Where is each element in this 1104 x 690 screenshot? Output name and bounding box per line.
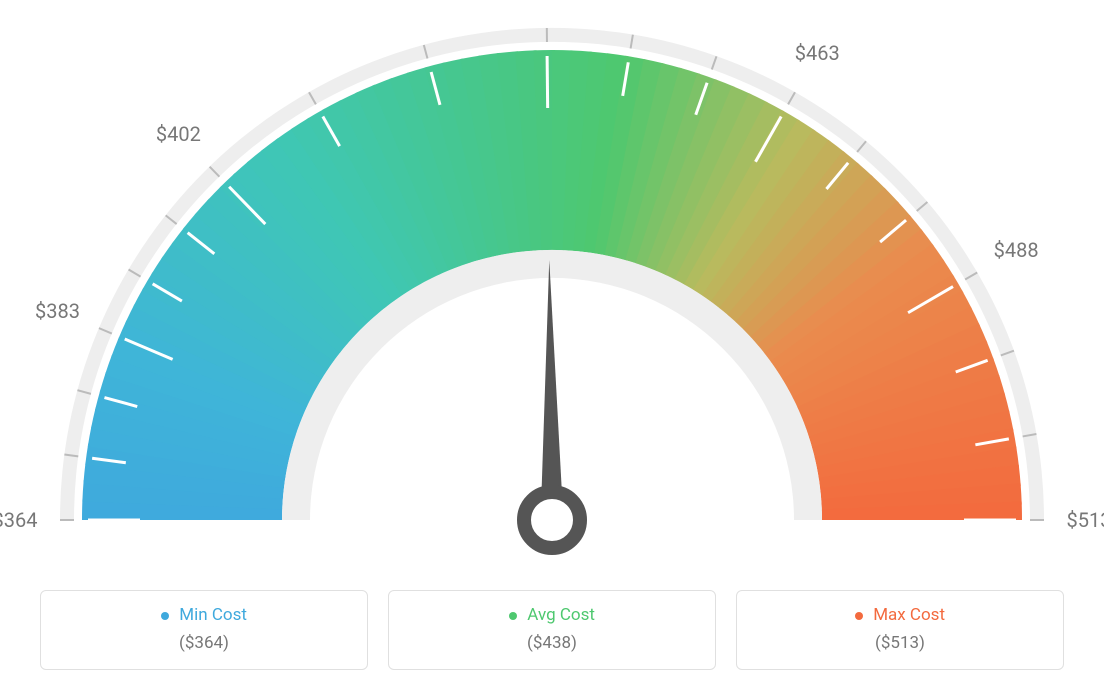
gauge-tick-label: $463 — [795, 41, 840, 65]
gauge-tick-label: $383 — [35, 299, 80, 323]
legend-value-avg: ($438) — [389, 633, 715, 653]
legend-card-min: Min Cost ($364) — [40, 590, 368, 670]
legend-card-avg: Avg Cost ($438) — [388, 590, 716, 670]
legend-row: Min Cost ($364) Avg Cost ($438) Max Cost… — [40, 590, 1064, 670]
legend-value-max: ($513) — [737, 633, 1063, 653]
gauge-tick-label: $488 — [994, 238, 1039, 262]
legend-dot-icon — [855, 612, 863, 620]
legend-title-max: Max Cost — [737, 605, 1063, 625]
legend-title-min: Min Cost — [41, 605, 367, 625]
legend-title-text: Max Cost — [873, 605, 945, 625]
legend-title-avg: Avg Cost — [389, 605, 715, 625]
legend-dot-icon — [161, 612, 169, 620]
legend-title-text: Avg Cost — [527, 605, 595, 625]
gauge-svg — [0, 0, 1104, 560]
legend-card-max: Max Cost ($513) — [736, 590, 1064, 670]
legend-title-text: Min Cost — [179, 605, 247, 625]
legend-value-min: ($364) — [41, 633, 367, 653]
gauge-chart: $364$383$402$438$463$488$513 — [0, 0, 1104, 560]
gauge-tick-label: $364 — [0, 508, 37, 532]
gauge-tick-label: $402 — [156, 122, 201, 146]
gauge-tick-label: $513 — [1067, 508, 1104, 532]
legend-dot-icon — [509, 612, 517, 620]
